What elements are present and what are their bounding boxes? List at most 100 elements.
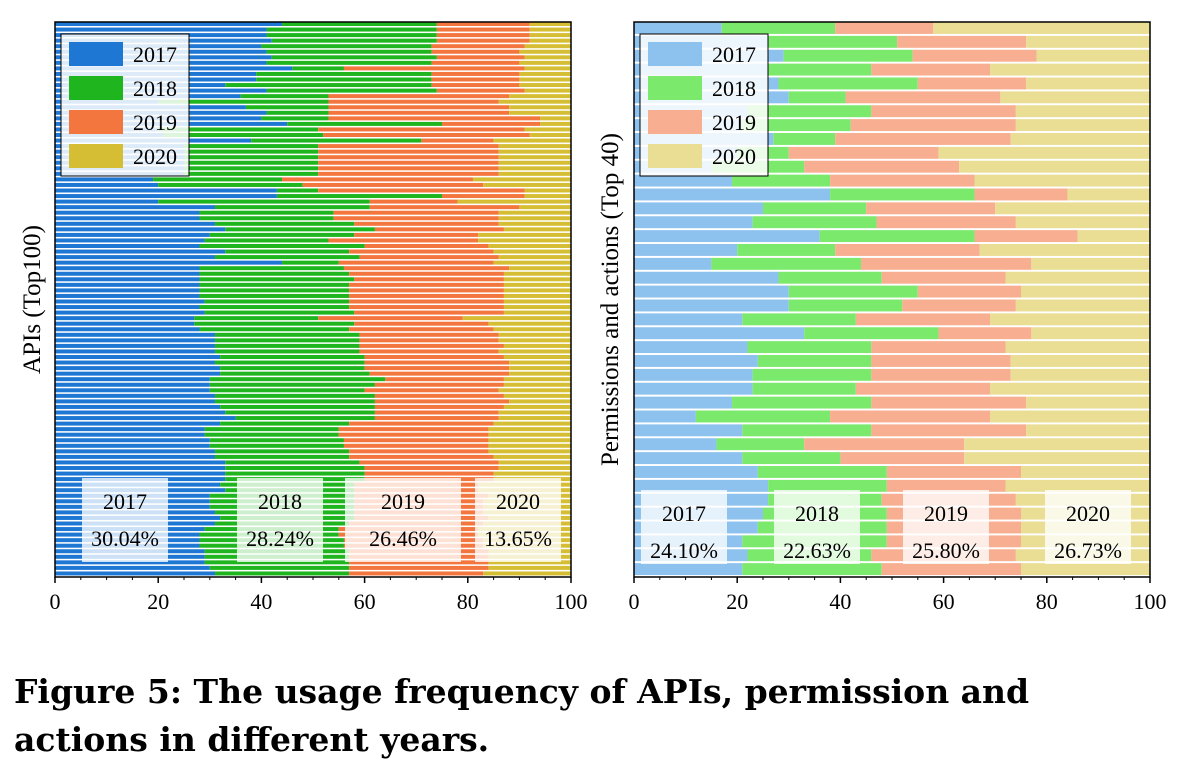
bar-2018-row-6 [788,91,846,104]
annotation-year-2017: 2017 [662,501,706,526]
bar-2019-row-63 [364,366,510,371]
bar-2017-row-13 [634,188,831,201]
bar-2020-row-47 [503,277,571,282]
bar-2018-row-42 [225,249,350,254]
bar-2020-row-26 [1010,368,1150,381]
annotation-percent-2020: 26.73% [1054,538,1122,563]
bar-2018-row-62 [214,360,365,365]
legend-swatch-2019 [648,110,702,134]
bar-2018-row-40 [742,563,882,576]
bar-2019-row-21 [323,133,530,137]
bar-2018-row-27 [184,166,319,171]
bar-2019-row-24 [871,341,1006,354]
bar-2017-row-45 [55,266,200,271]
bar-2018-row-65 [209,377,386,382]
bar-2020-row-19 [540,121,571,126]
bar-2017-row-31 [55,188,277,193]
bar-2020-row-33 [1021,466,1150,478]
bar-2019-row-66 [374,382,504,387]
bar-2019-row-45 [343,266,510,271]
bar-2018-row-37 [214,221,355,226]
bar-2018-row-21 [163,133,324,137]
bar-2018-row-38 [225,227,375,232]
bar-2018-row-49 [199,288,350,293]
bar-2019-row-20 [917,285,1021,298]
bar-2019-row-61 [364,355,504,359]
bar-2017-row-1 [634,22,722,34]
bar-2018-row-7 [271,55,437,60]
bar-2019-row-44 [338,260,494,265]
bar-2020-row-59 [503,343,571,348]
bar-2018-row-60 [214,349,360,354]
bar-2019-row-8 [850,119,1016,132]
bar-2019-row-14 [328,94,510,99]
bar-2019-row-4 [436,38,530,43]
bar-2019-row-35 [333,210,499,215]
legend-swatch-2020 [648,144,702,168]
bar-2017-row-82 [55,471,226,476]
bar-2019-row-1 [436,22,530,26]
annotation-year-2020: 2020 [496,489,540,514]
bar-2019-row-72 [374,416,499,421]
bar-2018-row-43 [214,255,360,260]
bar-2019-row-3 [912,49,1037,62]
bar-2020-row-11 [519,77,571,82]
bar-2017-row-62 [55,360,215,365]
bar-2018-row-17 [266,110,329,115]
bar-2019-row-30 [871,424,1027,437]
bar-2020-row-98 [488,560,571,565]
y-axis-label: Permissions and actions (Top 40) [597,133,624,466]
bar-2019-row-68 [374,393,504,398]
bar-2018-row-76 [209,438,344,443]
bar-2020-row-69 [509,399,571,404]
bar-2020-row-17 [979,244,1150,256]
annotations: 2017 30.04% 2018 28.24% 2019 26.46% 2020 13.65% [82,478,561,562]
bar-2020-row-70 [503,404,571,409]
bar-2020-row-77 [488,443,571,448]
bar-2017-row-100 [55,571,215,576]
bar-2020-row-71 [498,410,571,415]
bar-2017-row-64 [55,371,221,376]
bar-2018-row-36 [199,216,334,221]
bar-2019-row-82 [364,471,494,476]
bar-2019-row-25 [871,355,1011,367]
bar-2020-row-38 [503,227,571,232]
bar-2018-row-20 [158,127,319,132]
bar-2019-row-31 [318,188,525,193]
bar-2018-row-66 [209,382,375,387]
chart-panel-2: 0 20 40 60 80 100 Permissions and actions (Top… [597,21,1167,614]
bar-2019-row-9 [835,133,1011,145]
bar-2018-row-100 [214,571,350,576]
bar-2017-row-20 [634,285,789,298]
bar-2019-row-16 [974,230,1078,243]
bar-2019-row-31 [804,438,965,451]
annotation-percent-2018: 28.24% [246,526,314,551]
bar-2018-row-21 [788,299,903,312]
bar-2018-row-74 [204,427,339,432]
bar-2018-row-29 [153,177,283,182]
bar-2019-row-15 [328,99,499,104]
bar-2018-row-48 [199,282,350,287]
bar-2020-row-2 [1026,35,1150,48]
bar-2020-row-100 [483,571,571,576]
bar-2018-row-79 [214,454,350,459]
bar-2020-row-99 [488,565,571,570]
bar-2019-row-25 [318,155,499,160]
bar-2018-row-68 [214,393,375,398]
bar-2019-row-18 [861,257,1032,270]
bar-2019-row-15 [876,216,1016,229]
bar-2019-row-3 [436,33,530,38]
bar-2019-row-26 [871,368,1011,381]
bar-2020-row-23 [1031,327,1150,340]
legend-label-2019: 2019 [133,110,177,135]
x-tick-label: 80 [1036,589,1058,614]
bar-2019-row-81 [364,466,499,470]
bar-2019-row-56 [349,327,494,332]
bar-2020-row-64 [509,371,571,376]
bar-2018-row-23 [184,144,319,149]
bar-2020-row-19 [1005,271,1150,284]
bar-2017-row-98 [55,560,205,565]
bar-2020-row-39 [478,232,571,237]
x-tick-label: 60 [354,589,376,614]
bar-2018-row-13 [830,188,975,201]
